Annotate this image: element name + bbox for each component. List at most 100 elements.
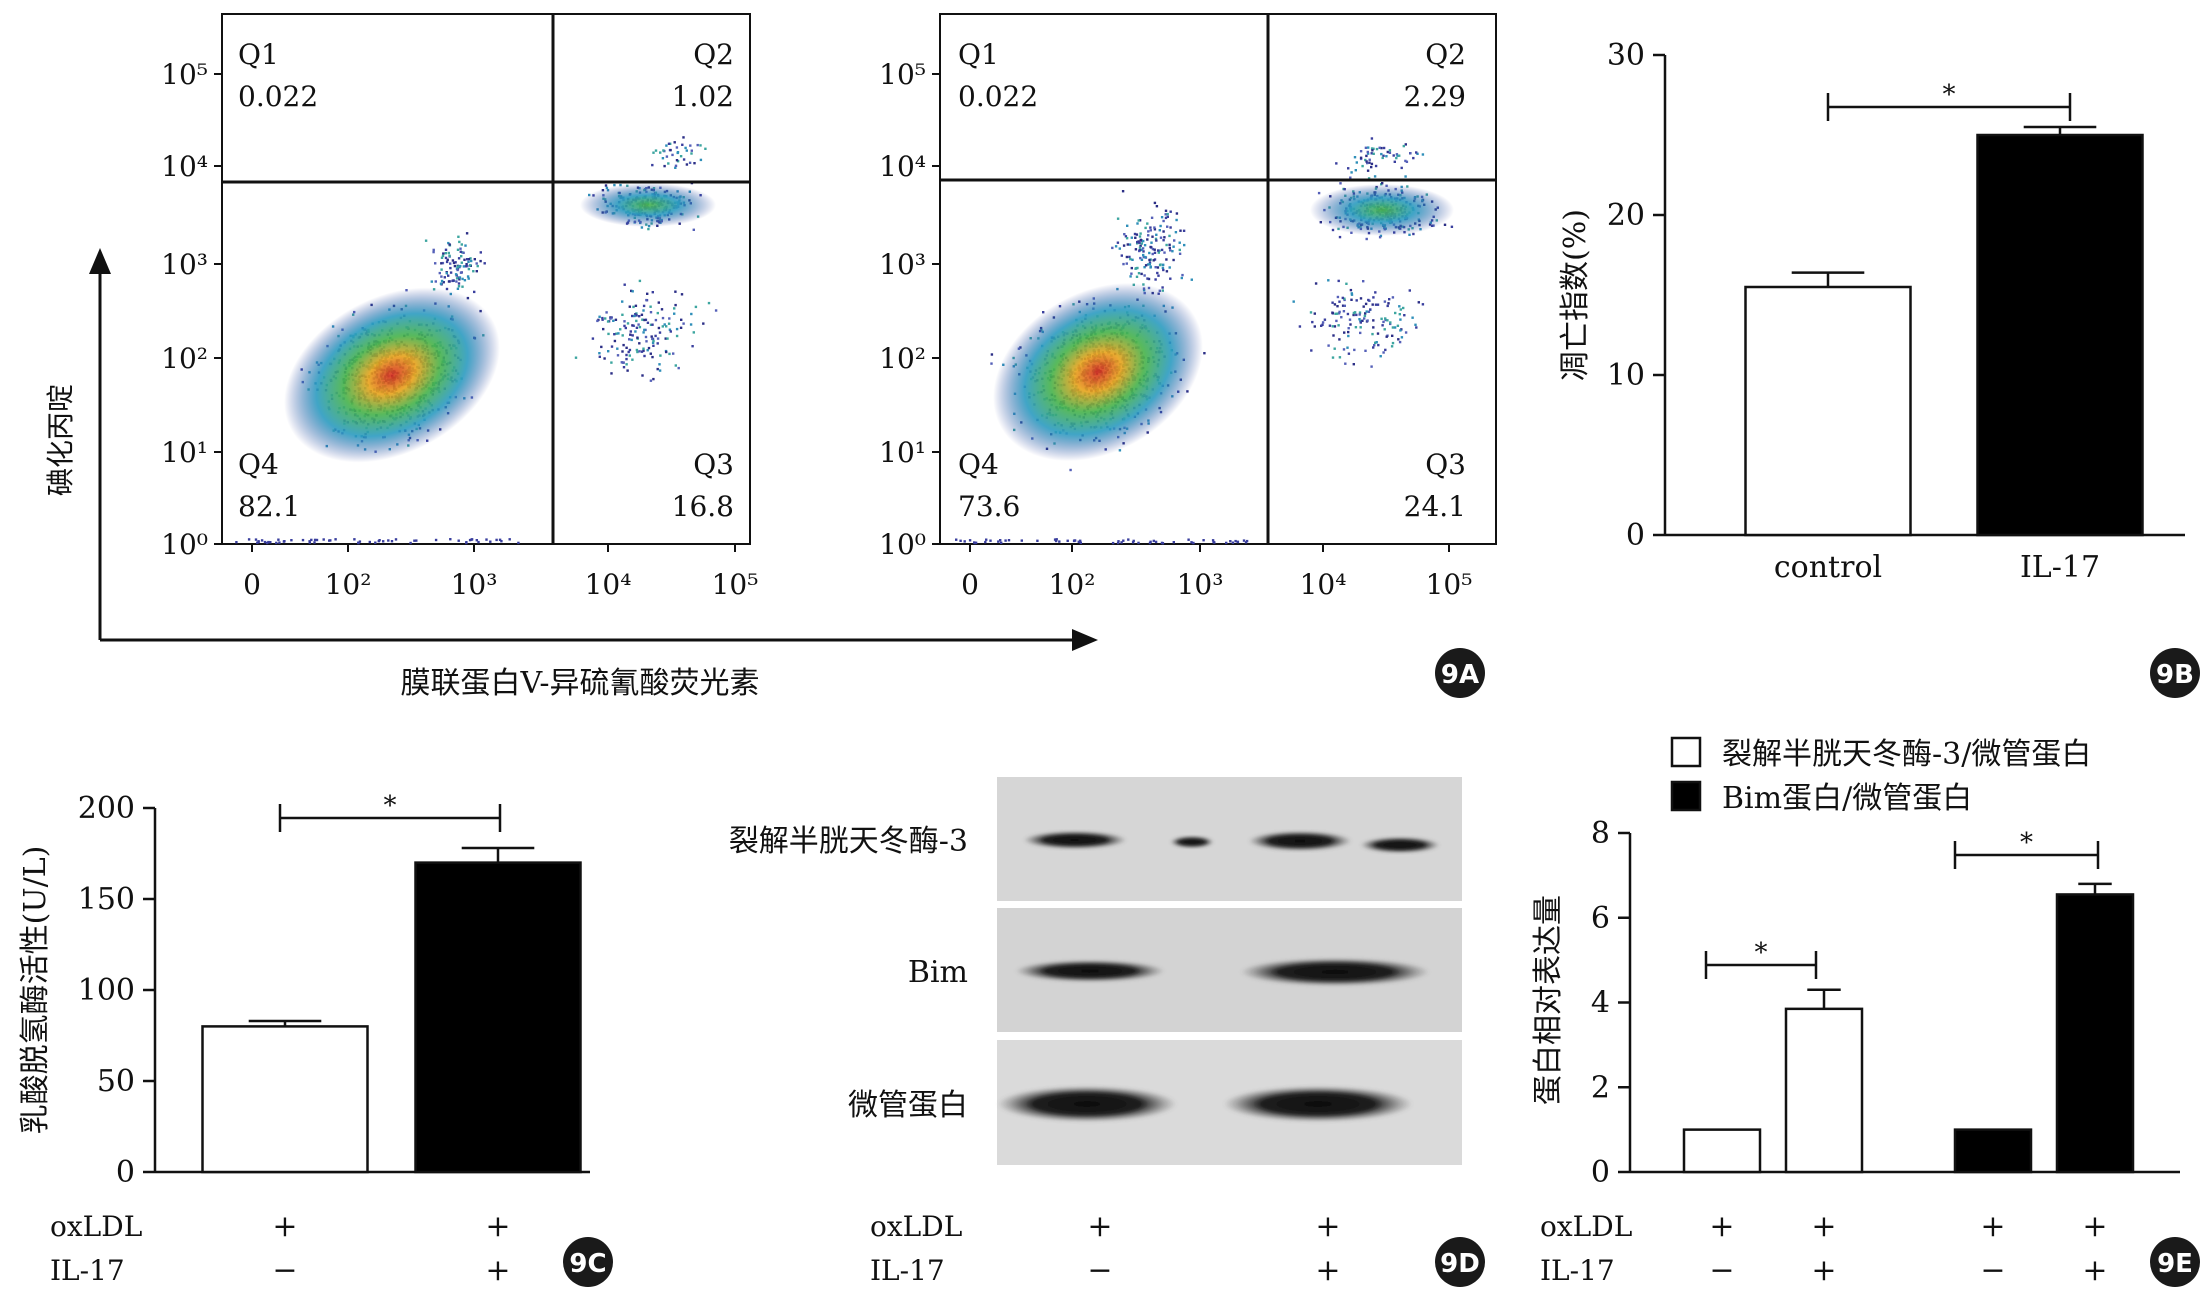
bar (1784, 1007, 1864, 1174)
flow-event-dot (1398, 154, 1401, 157)
flow-event-dot (1414, 323, 1417, 326)
q3-label: Q3 (1425, 448, 1466, 481)
flow-event-dot (990, 353, 994, 356)
flow-event-dot (1162, 219, 1165, 223)
flow-event-dot (1394, 311, 1397, 315)
flow-event-dot (1140, 248, 1143, 252)
flow-event-dot (256, 541, 259, 544)
flow-ytick-label: 10⁴ (879, 150, 926, 183)
flow-event-dot (1421, 153, 1425, 156)
condition-value: + (2082, 1209, 2107, 1244)
flow-event-dot (621, 313, 624, 316)
flow-event-dot (1147, 277, 1151, 281)
flow-event-dot (456, 268, 459, 272)
flow-event-dot (444, 252, 447, 255)
significance-star: * (2020, 828, 2033, 858)
flow-event-dot (1135, 233, 1139, 236)
flow-event-dot (1368, 158, 1371, 161)
flow-event-dot (1353, 156, 1357, 159)
flow-event-dot (1385, 335, 1388, 338)
flow-event-dot (460, 255, 463, 258)
flow-event-dot (692, 331, 695, 334)
flow-event-dot (456, 287, 460, 290)
flow-event-dot (1171, 250, 1174, 253)
flow-event-dot (1190, 278, 1193, 281)
flow-event-dot (1311, 320, 1314, 324)
flow-event-dot (1370, 162, 1374, 166)
flow-event-dot (1116, 217, 1120, 220)
flow-event-dot (449, 262, 452, 265)
flow-event-dot (654, 334, 657, 338)
y-tick-label: 6 (1591, 901, 1610, 936)
flow-event-dot (254, 538, 258, 541)
flow-event-dot (1236, 540, 1240, 544)
flow-ytick-label: 10¹ (879, 436, 926, 469)
flow-event-dot (1388, 149, 1392, 152)
y-tick-label: 30 (1607, 38, 1645, 73)
flow-event-dot (444, 256, 448, 260)
flow-event-dot (665, 325, 668, 328)
flow-event-dot (1149, 245, 1152, 249)
condition-value: + (1709, 1209, 1734, 1244)
flow-event-dot (409, 541, 412, 545)
flow-event-dot (1073, 539, 1077, 542)
flow-event-dot (600, 345, 603, 349)
flow-event-dot (1147, 230, 1150, 233)
flow-event-dot (657, 326, 661, 330)
flow-event-dot (1165, 258, 1168, 261)
flow-xlabel: 膜联蛋白V-异硫氰酸荧光素 (400, 666, 759, 701)
flow-event-dot (1225, 541, 1228, 545)
flow-event-dot (1120, 254, 1123, 257)
flow-event-dot (451, 259, 455, 262)
flow-event-dot (1168, 243, 1171, 246)
flow-event-dot (1388, 151, 1392, 154)
flow-xtick-label: 0 (243, 568, 261, 601)
flow-event-dot (617, 332, 620, 335)
flow-event-dot (444, 248, 448, 251)
flow-event-dot (643, 328, 646, 332)
flow-event-dot (1178, 252, 1182, 255)
flow-event-dot (1162, 268, 1165, 272)
flow-event-dot (1368, 161, 1371, 164)
flow-event-dot (1338, 356, 1342, 359)
flow-event-dot (1178, 248, 1181, 252)
flow-event-dot (673, 312, 676, 315)
flow-event-dot (651, 337, 654, 341)
flow-event-dot (699, 158, 703, 162)
flow-event-dot (1335, 162, 1338, 165)
flow-event-dot (1130, 236, 1133, 239)
flow-event-dot (621, 334, 624, 337)
flow-event-dot (1398, 340, 1402, 344)
flow-event-dot (353, 538, 356, 541)
flow-event-dot (652, 377, 655, 381)
flow-event-dot (1346, 312, 1350, 316)
flow-event-dot (1169, 249, 1172, 252)
flow-event-dot (1136, 242, 1139, 245)
flow-event-dot (1359, 156, 1363, 159)
flow-event-dot (1382, 320, 1385, 324)
flow-event-dot (1134, 267, 1137, 270)
condition-value: − (1709, 1253, 1734, 1288)
y-tick-label: 50 (97, 1064, 135, 1099)
flow-event-dot (1352, 311, 1356, 315)
flow-event-dot (610, 345, 614, 348)
flow-event-dot (1328, 324, 1332, 327)
condition-label: oxLDL (1540, 1210, 1632, 1243)
flow-event-dot (1166, 212, 1169, 216)
flow-event-dot (1314, 282, 1318, 285)
flow-event-dot (603, 357, 606, 360)
flow-event-dot (1350, 292, 1353, 295)
flow-event-dot (1343, 297, 1346, 300)
flow-event-dot (1148, 541, 1152, 545)
flow-event-dot (1332, 334, 1335, 337)
flow-event-dot (1150, 241, 1153, 244)
panel-9a: 碘化丙啶 膜联蛋白V-异硫氰酸荧光素 Q1 0.022 Q2 1.02 Q4 8… (44, 13, 1497, 701)
flow-event-dot (1127, 538, 1130, 541)
flow-event-dot (257, 540, 260, 543)
flow-event-dot (1396, 154, 1399, 157)
flow-event-dot (985, 538, 988, 541)
blot-row-label: Bim (908, 955, 968, 990)
flow-event-dot (322, 538, 325, 541)
flow-event-dot (622, 361, 625, 364)
flow-event-dot (445, 260, 449, 264)
